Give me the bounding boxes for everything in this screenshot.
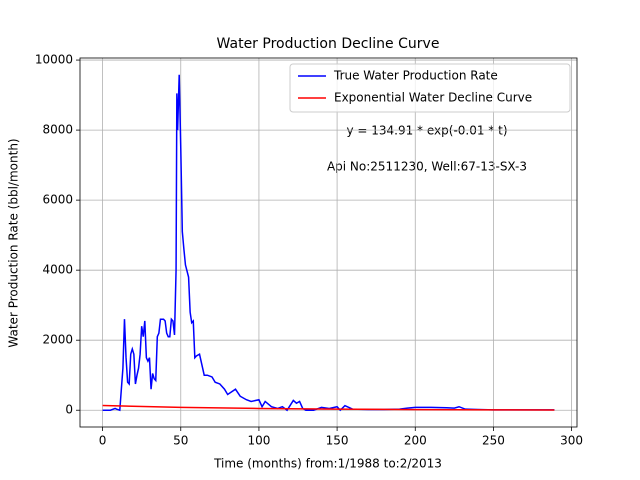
x-tick-label: 250 <box>482 434 505 448</box>
x-tick-label: 200 <box>404 434 427 448</box>
y-tick-label: 4000 <box>42 263 73 277</box>
y-tick-label: 6000 <box>42 193 73 207</box>
chart-title: Water Production Decline Curve <box>217 36 440 52</box>
axes-frame <box>79 57 578 428</box>
legend-label: Exponential Water Decline Curve <box>334 91 532 105</box>
y-tick-label: 2000 <box>42 333 73 347</box>
x-axis-label: Time (months) from:1/1988 to:2/2013 <box>213 457 442 471</box>
x-tick-label: 50 <box>173 434 188 448</box>
x-tick-label: 300 <box>560 434 583 448</box>
x-tick-label: 100 <box>247 434 270 448</box>
y-tick-label: 10000 <box>35 53 73 67</box>
data-line <box>102 74 555 412</box>
legend-label: True Water Production Rate <box>333 69 498 83</box>
y-tick-label: 0 <box>65 403 73 417</box>
legend-box <box>289 63 571 113</box>
y-tick-label: 8000 <box>42 123 73 137</box>
x-tick-label: 150 <box>326 434 349 448</box>
x-tick-label: 0 <box>99 434 107 448</box>
annotation: Api No:2511230, Well:67-13-SX-3 <box>327 160 527 174</box>
data-line <box>102 404 555 411</box>
annotation: y = 134.91 * exp(-0.01 * t) <box>346 124 507 138</box>
y-axis-label: Water Production Rate (bbl/month) <box>7 138 21 347</box>
